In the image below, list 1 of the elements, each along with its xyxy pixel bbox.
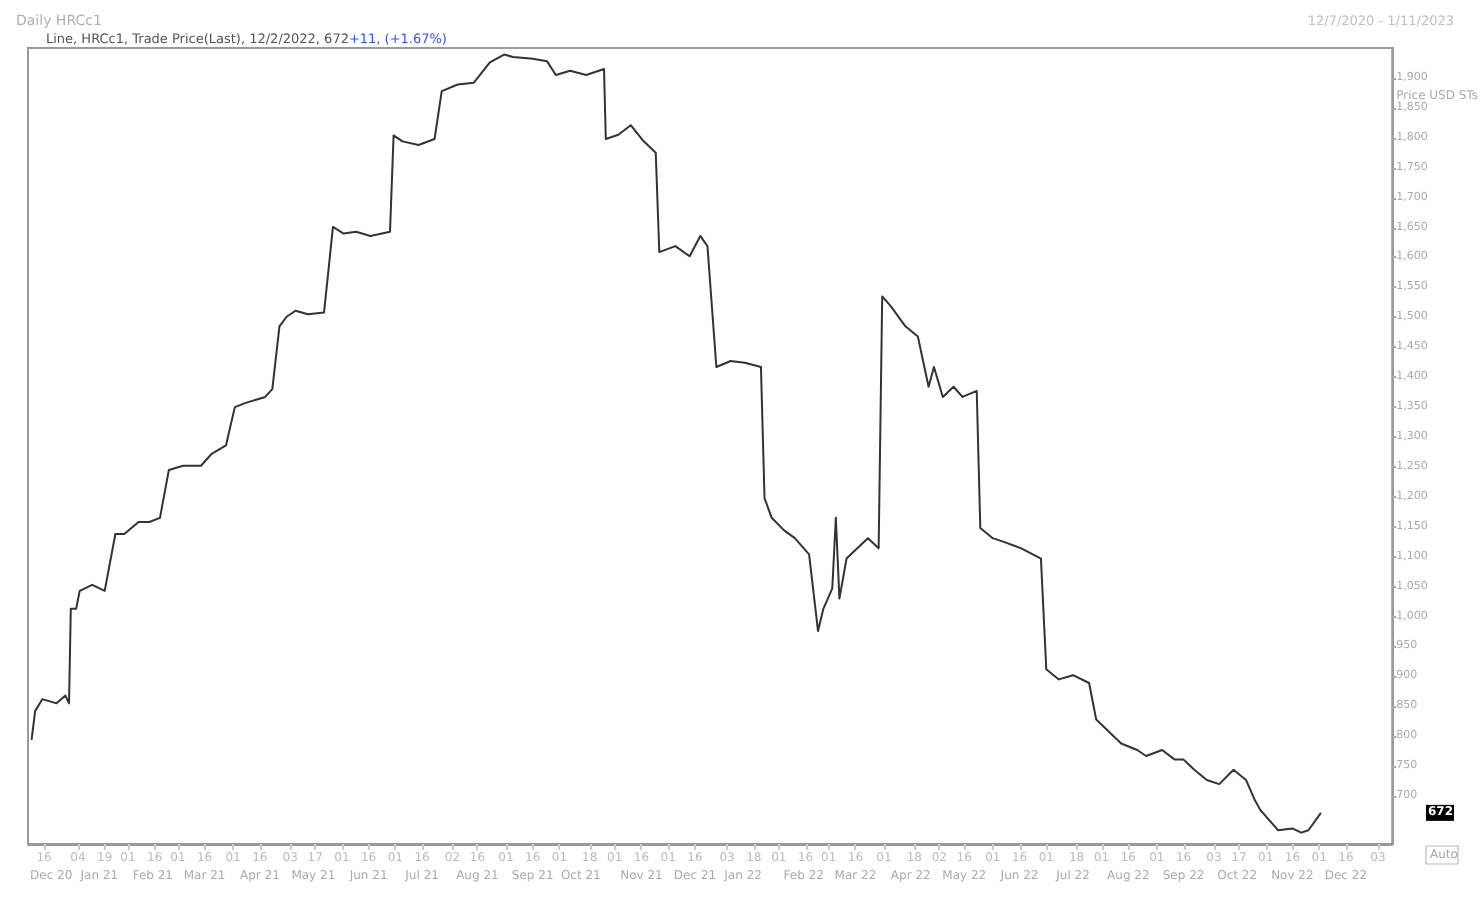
line-series — [30, 53, 1322, 834]
